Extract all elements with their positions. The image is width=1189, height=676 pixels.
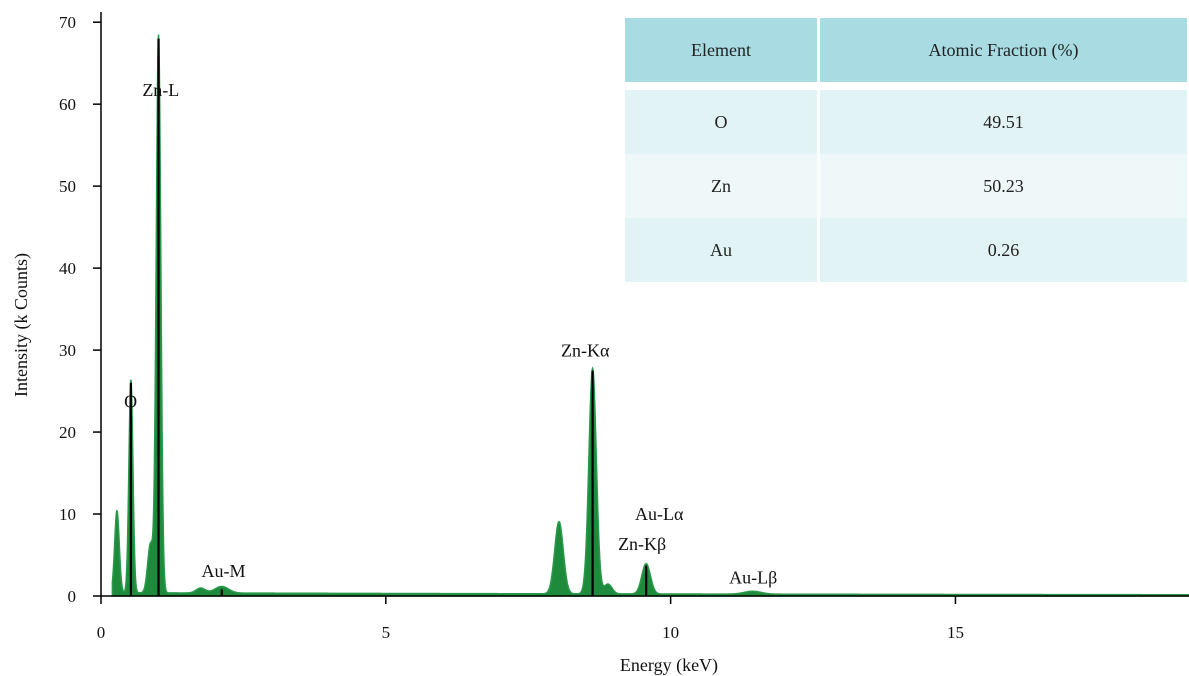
peak-label: Zn-Kα xyxy=(561,341,610,361)
x-axis-title: Energy (keV) xyxy=(620,655,718,676)
peak-label: Au-M xyxy=(201,561,245,581)
table-cell-element: Zn xyxy=(625,154,817,218)
table-cell-fraction: 50.23 xyxy=(820,154,1187,218)
table-row: Zn 50.23 xyxy=(625,154,1187,218)
y-tick-label: 50 xyxy=(59,177,76,196)
peak-label: Zn-L xyxy=(142,80,179,100)
peak-labels: Zn-L O Au-M Zn-Kα Au-Lα Zn-Kβ Au-Lβ xyxy=(124,80,777,588)
peak-label: Au-Lβ xyxy=(729,568,777,588)
x-tick-label: 0 xyxy=(97,623,106,642)
peak-label: Zn-Kβ xyxy=(618,534,666,554)
y-tick-label: 40 xyxy=(59,259,76,278)
x-tick-label: 15 xyxy=(947,623,964,642)
y-tick-label: 60 xyxy=(59,95,76,114)
table-cell-element: O xyxy=(625,90,817,154)
table-row: Au 0.26 xyxy=(625,218,1187,282)
column-header-atomic-fraction: Atomic Fraction (%) xyxy=(820,18,1187,82)
table-cell-fraction: 0.26 xyxy=(820,218,1187,282)
table-header-row: Element Atomic Fraction (%) xyxy=(625,18,1187,82)
y-tick-label: 30 xyxy=(59,341,76,360)
peak-marker-lines xyxy=(129,38,648,596)
table-cell-fraction: 49.51 xyxy=(820,90,1187,154)
table-row: O 49.51 xyxy=(625,90,1187,154)
peak-label: O xyxy=(124,391,137,411)
y-tick-label: 0 xyxy=(68,587,77,606)
column-header-element: Element xyxy=(625,18,817,82)
axes: 0 10 20 30 40 50 60 70 0 5 10 15 xyxy=(59,12,1189,642)
x-tick-label: 5 xyxy=(382,623,391,642)
peak-label: Au-Lα xyxy=(635,504,684,524)
spectrum-area xyxy=(111,34,1189,597)
plot-area xyxy=(111,34,1189,597)
atomic-fraction-table: Element Atomic Fraction (%) O 49.51 Zn 5… xyxy=(622,18,1189,282)
table-cell-element: Au xyxy=(625,218,817,282)
x-tick-label: 10 xyxy=(662,623,679,642)
y-axis-title: Intensity (k Counts) xyxy=(11,253,32,397)
y-tick-label: 20 xyxy=(59,423,76,442)
y-tick-label: 10 xyxy=(59,505,76,524)
y-tick-label: 70 xyxy=(59,13,76,32)
